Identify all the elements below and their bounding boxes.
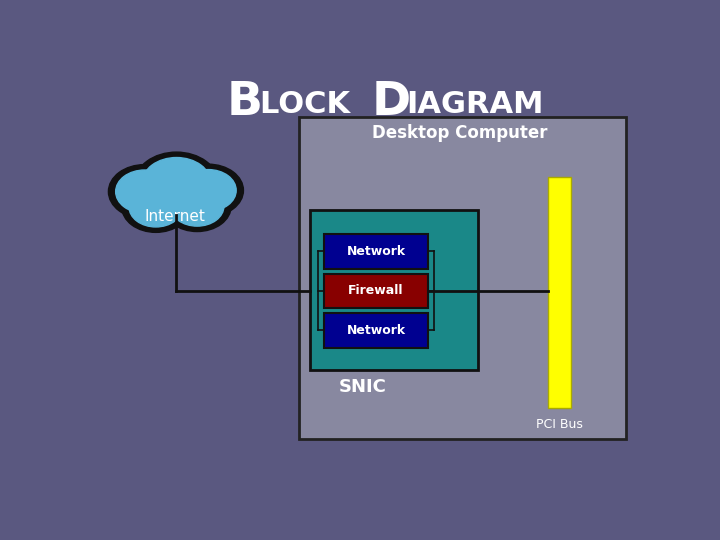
Text: Desktop Computer: Desktop Computer — [372, 124, 547, 143]
Circle shape — [181, 170, 236, 211]
Text: Firewall: Firewall — [348, 285, 404, 298]
Text: Network: Network — [346, 245, 405, 258]
Text: SNIC: SNIC — [338, 378, 386, 396]
FancyBboxPatch shape — [324, 274, 428, 308]
FancyBboxPatch shape — [324, 234, 428, 268]
Text: D: D — [372, 80, 411, 125]
Text: B: B — [227, 80, 263, 125]
FancyBboxPatch shape — [324, 313, 428, 348]
FancyBboxPatch shape — [547, 177, 571, 408]
Circle shape — [122, 181, 190, 232]
Circle shape — [171, 186, 224, 226]
Circle shape — [129, 187, 183, 227]
Circle shape — [137, 163, 213, 220]
Text: LOCK: LOCK — [260, 90, 361, 119]
FancyBboxPatch shape — [310, 210, 478, 370]
Text: IAGRAM: IAGRAM — [406, 90, 544, 119]
Circle shape — [173, 164, 243, 217]
Circle shape — [116, 170, 174, 213]
Circle shape — [142, 158, 211, 209]
Circle shape — [130, 158, 220, 225]
Circle shape — [163, 181, 231, 232]
FancyBboxPatch shape — [300, 117, 626, 439]
Text: PCI Bus: PCI Bus — [536, 418, 582, 431]
Text: Internet: Internet — [145, 209, 205, 224]
Circle shape — [135, 152, 218, 214]
Circle shape — [109, 165, 181, 219]
Text: Network: Network — [346, 324, 405, 337]
